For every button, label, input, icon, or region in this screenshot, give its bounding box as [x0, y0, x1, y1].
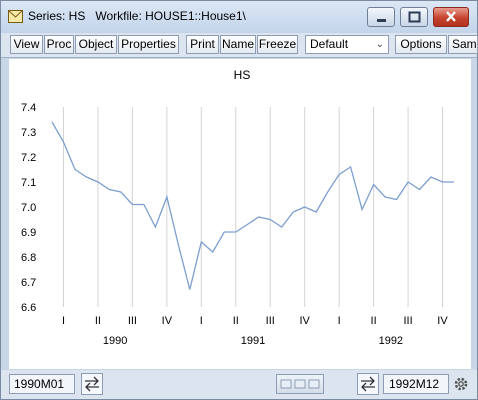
x-year-label: 1991 — [241, 335, 265, 347]
y-tick-label: 7.2 — [21, 152, 36, 164]
minimize-icon — [377, 19, 386, 22]
y-tick-label: 7.3 — [21, 127, 36, 139]
chevron-down-icon: ⌄ — [375, 39, 384, 50]
window-title: Series: HS Workfile: HOUSE1::House1\ — [28, 9, 246, 23]
y-tick-label: 6.8 — [21, 252, 36, 264]
y-tick-label: 7.4 — [21, 102, 36, 114]
x-year-label: 1992 — [379, 335, 403, 347]
x-quarter-label: I — [200, 315, 203, 327]
proc-button[interactable]: Proc — [44, 35, 74, 54]
x-quarter-label: III — [403, 315, 412, 327]
options-button[interactable]: Options — [395, 35, 447, 54]
x-quarter-label: IV — [437, 315, 448, 327]
dropdown-value: Default — [310, 37, 349, 51]
swap-arrows-icon — [85, 376, 99, 392]
swap-arrows-right-button[interactable] — [357, 373, 379, 395]
gear-icon[interactable] — [452, 375, 470, 393]
title-bar[interactable]: Series: HS Workfile: HOUSE1::House1\ — [1, 1, 477, 33]
slider-grip-icon — [280, 379, 320, 389]
close-button[interactable] — [433, 7, 469, 27]
x-quarter-label: I — [62, 315, 65, 327]
freeze-button[interactable]: Freeze — [257, 35, 298, 54]
x-year-label: 1990 — [103, 335, 127, 347]
object-button[interactable]: Object — [75, 35, 117, 54]
name-button[interactable]: Name — [220, 35, 256, 54]
graph-type-dropdown[interactable]: Default ⌄ — [305, 35, 389, 54]
sample-start: 1990M01 — [9, 374, 75, 394]
chart-title: HS — [234, 68, 251, 82]
maximize-button[interactable] — [400, 7, 428, 27]
series-line-hs — [51, 121, 454, 290]
view-button[interactable]: View — [10, 35, 43, 54]
close-icon — [446, 11, 456, 22]
x-quarter-label: II — [95, 315, 101, 327]
sample-end: 1992M12 — [383, 374, 449, 394]
sample-button[interactable]: Sam — [448, 35, 478, 54]
x-quarter-label: I — [338, 315, 341, 327]
swap-arrows-left-button[interactable] — [81, 373, 103, 395]
y-tick-label: 7.1 — [21, 177, 36, 189]
status-bar: 1990M01 1992M12 — [1, 370, 477, 399]
line-chart: HS 7.47.37.27.17.06.96.86.76.6 I II III IV I… — [21, 68, 454, 347]
y-tick-label: 6.7 — [21, 277, 36, 289]
x-quarter-label: IV — [162, 315, 173, 327]
toolbar: View Proc Object Properties Print Name F… — [1, 33, 478, 58]
x-quarter-label: III — [266, 315, 275, 327]
print-button[interactable]: Print — [186, 35, 219, 54]
maximize-icon — [408, 11, 421, 23]
x-quarter-label: II — [233, 315, 239, 327]
y-tick-label: 6.9 — [21, 227, 36, 239]
x-quarter-label: III — [128, 315, 137, 327]
swap-arrows-icon — [361, 376, 375, 392]
x-quarter-label: II — [371, 315, 377, 327]
envelope-icon — [8, 10, 23, 23]
properties-button[interactable]: Properties — [118, 35, 179, 54]
minimize-button[interactable] — [367, 7, 395, 27]
y-tick-label: 7.0 — [21, 202, 36, 214]
chart-area: HS 7.4 7.3 7.2 7.1 7.0 6.9 6.8 6.7 6.6 I II III IV I… — [9, 59, 471, 369]
y-tick-label: 6.6 — [21, 302, 36, 314]
scroll-slider[interactable] — [276, 374, 324, 394]
x-quarter-label: IV — [299, 315, 310, 327]
